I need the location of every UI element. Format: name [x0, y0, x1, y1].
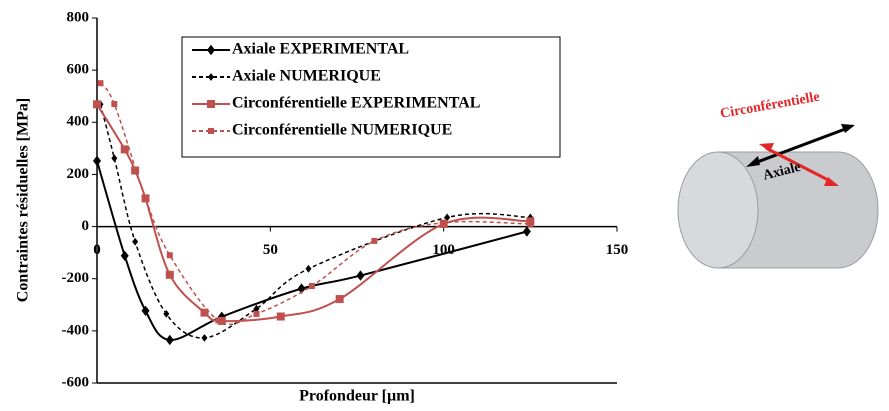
- cylinder-face: [677, 151, 759, 269]
- marker: [166, 252, 173, 259]
- marker: [371, 237, 378, 244]
- axial-arrowheads: [746, 124, 855, 167]
- y-axis-title: Contraintes résiduelles [MPa]: [15, 98, 32, 302]
- marker: [444, 213, 451, 222]
- marker: [111, 101, 118, 108]
- axial-arrow: [751, 126, 849, 166]
- marker: [131, 166, 140, 175]
- marker: [522, 226, 531, 237]
- marker: [253, 304, 260, 313]
- y-tick-label: -200: [62, 270, 90, 286]
- annotation: Circonférentielle: [719, 90, 821, 122]
- marker: [440, 219, 447, 226]
- y-tick-label: 200: [67, 166, 90, 182]
- circ-arrowheads: [759, 143, 839, 186]
- marker: [297, 283, 306, 294]
- cylinder: Circonférentielle Axiale: [677, 90, 879, 269]
- marker: [93, 100, 101, 109]
- y-tick-label: 0: [82, 218, 90, 234]
- marker: [111, 154, 118, 163]
- legend-label: Axiale NUMERIQUE: [232, 68, 381, 85]
- series-line: [99, 82, 531, 326]
- marker: [527, 220, 534, 227]
- marker: [208, 73, 214, 81]
- x-tick-label: 50: [263, 242, 278, 258]
- marker: [308, 283, 315, 290]
- x-tick-label: 150: [606, 242, 629, 258]
- marker: [142, 195, 149, 202]
- x-tick-label: 100: [432, 242, 455, 258]
- marker: [356, 270, 365, 281]
- series-line: [99, 104, 531, 339]
- marker: [201, 333, 208, 342]
- marker: [163, 310, 170, 318]
- y-tick-label: 400: [67, 114, 90, 130]
- marker: [97, 80, 104, 87]
- y-tick-label: 800: [67, 9, 90, 25]
- marker: [207, 44, 215, 56]
- circ-arrow: [765, 146, 833, 184]
- marker: [200, 308, 209, 317]
- marker: [120, 145, 129, 154]
- marker: [141, 305, 150, 316]
- marker: [253, 310, 260, 317]
- y-tick-label: 600: [67, 62, 90, 78]
- legend-label: Circonférentielle EXPERIMENTAL: [232, 95, 480, 112]
- marker: [305, 264, 312, 273]
- legend-label: Axiale EXPERIMENTAL: [232, 41, 409, 58]
- marker: [165, 334, 174, 346]
- legend-label: Circonférentielle NUMERIQUE: [232, 122, 452, 139]
- marker: [165, 270, 174, 279]
- marker: [335, 295, 344, 304]
- marker: [276, 312, 285, 321]
- marker: [217, 316, 226, 325]
- marker: [93, 155, 101, 167]
- y-tick-label: -400: [62, 322, 90, 338]
- marker: [120, 250, 129, 261]
- marker: [208, 128, 214, 134]
- marker: [215, 317, 222, 324]
- x-tick-label: 0: [93, 242, 101, 258]
- cylinder-body: [717, 151, 879, 269]
- legend-box: [181, 36, 561, 158]
- y-tick-label: -600: [62, 374, 90, 390]
- marker: [132, 237, 139, 246]
- marker: [207, 100, 215, 108]
- x-axis-title: Profondeur [µm]: [299, 388, 415, 405]
